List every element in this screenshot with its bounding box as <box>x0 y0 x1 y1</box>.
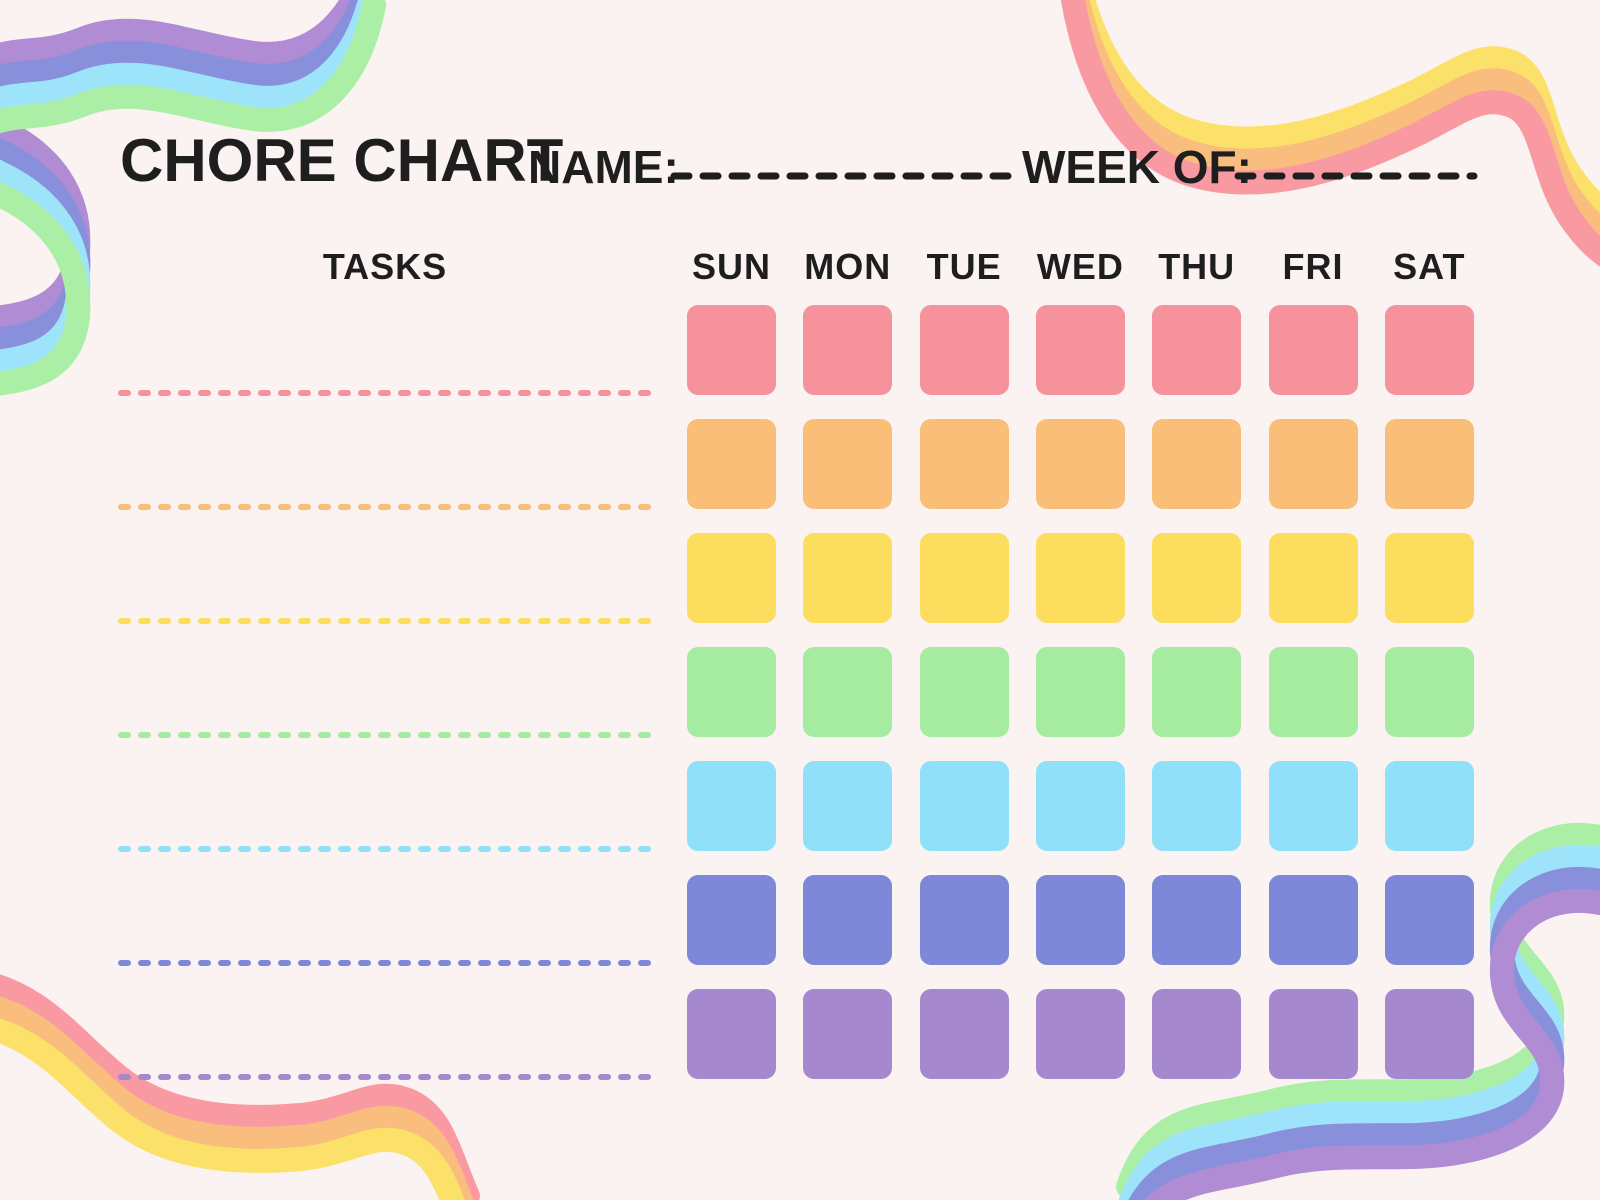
chore-cell-row-5-sun[interactable] <box>687 761 776 851</box>
chore-cell-row-1-wed[interactable] <box>1035 305 1125 395</box>
chore-cell-row-2-tue[interactable] <box>919 419 1009 509</box>
chore-cell-row-3-sun[interactable] <box>687 533 776 623</box>
tasks-column-header: TASKS <box>322 246 448 287</box>
chore-cell-row-4-thu[interactable] <box>1152 647 1242 737</box>
day-header-mon: MON <box>804 246 892 287</box>
chore-cell-row-6-wed[interactable] <box>1035 875 1125 965</box>
page-title: CHORE CHART <box>120 127 564 194</box>
chore-cell-row-3-tue[interactable] <box>919 533 1009 623</box>
chore-cell-row-5-mon[interactable] <box>803 761 893 851</box>
chore-cell-row-6-mon[interactable] <box>803 875 893 965</box>
chore-cell-row-2-fri[interactable] <box>1268 419 1358 509</box>
chore-cell-row-2-mon[interactable] <box>803 419 893 509</box>
chore-cell-row-1-sun[interactable] <box>687 305 776 395</box>
chore-cell-row-4-wed[interactable] <box>1035 647 1125 737</box>
day-header-thu: THU <box>1158 246 1236 287</box>
chore-cell-row-5-thu[interactable] <box>1152 761 1242 851</box>
name-label: NAME: <box>528 141 679 193</box>
rainbow-ribbon-bottom-left <box>0 980 468 1200</box>
chore-cell-row-3-mon[interactable] <box>803 533 893 623</box>
chore-cell-row-6-sat[interactable] <box>1384 875 1474 965</box>
day-header-wed: WED <box>1036 246 1124 287</box>
chore-cell-row-3-thu[interactable] <box>1152 533 1242 623</box>
chore-cell-row-2-sun[interactable] <box>687 419 776 509</box>
chore-cell-row-4-mon[interactable] <box>803 647 893 737</box>
chore-cell-row-2-sat[interactable] <box>1384 419 1474 509</box>
rainbow-ribbon-top-right <box>1072 0 1600 270</box>
chore-cell-row-1-thu[interactable] <box>1152 305 1242 395</box>
chore-cell-row-7-mon[interactable] <box>803 989 893 1079</box>
chore-cell-row-1-tue[interactable] <box>919 305 1009 395</box>
chore-cell-row-3-wed[interactable] <box>1035 533 1125 623</box>
chore-cell-row-7-thu[interactable] <box>1152 989 1242 1079</box>
chore-cell-row-7-fri[interactable] <box>1268 989 1358 1079</box>
day-header-sat: SAT <box>1393 246 1466 287</box>
chore-cell-row-3-fri[interactable] <box>1268 533 1358 623</box>
chore-cell-row-5-fri[interactable] <box>1268 761 1358 851</box>
chore-cell-row-7-tue[interactable] <box>919 989 1009 1079</box>
chore-cell-row-6-thu[interactable] <box>1152 875 1242 965</box>
chore-cell-row-1-fri[interactable] <box>1268 305 1358 395</box>
chore-cell-row-2-wed[interactable] <box>1035 419 1125 509</box>
chore-cell-row-2-thu[interactable] <box>1152 419 1242 509</box>
week-of-label: WEEK OF: <box>1022 141 1252 193</box>
day-header-tue: TUE <box>926 246 1002 287</box>
chore-cell-row-1-sat[interactable] <box>1384 305 1474 395</box>
day-header-sun: SUN <box>691 246 771 287</box>
chore-cell-row-6-sun[interactable] <box>687 875 776 965</box>
chore-cell-row-5-tue[interactable] <box>919 761 1009 851</box>
chore-cell-row-7-sun[interactable] <box>687 989 776 1079</box>
chore-cell-row-6-tue[interactable] <box>919 875 1009 965</box>
chore-cell-row-4-sun[interactable] <box>687 647 776 737</box>
chore-cell-row-4-sat[interactable] <box>1384 647 1474 737</box>
chore-cell-row-7-sat[interactable] <box>1384 989 1474 1079</box>
chore-cell-row-1-mon[interactable] <box>803 305 893 395</box>
chore-cell-row-3-sat[interactable] <box>1384 533 1474 623</box>
chore-cell-row-5-wed[interactable] <box>1035 761 1125 851</box>
chore-cell-row-4-tue[interactable] <box>919 647 1009 737</box>
chore-cell-row-5-sat[interactable] <box>1384 761 1474 851</box>
chore-cell-row-7-wed[interactable] <box>1035 989 1125 1079</box>
chore-cell-row-4-fri[interactable] <box>1268 647 1358 737</box>
day-header-fri: FRI <box>1282 246 1344 287</box>
chore-cell-row-6-fri[interactable] <box>1268 875 1358 965</box>
